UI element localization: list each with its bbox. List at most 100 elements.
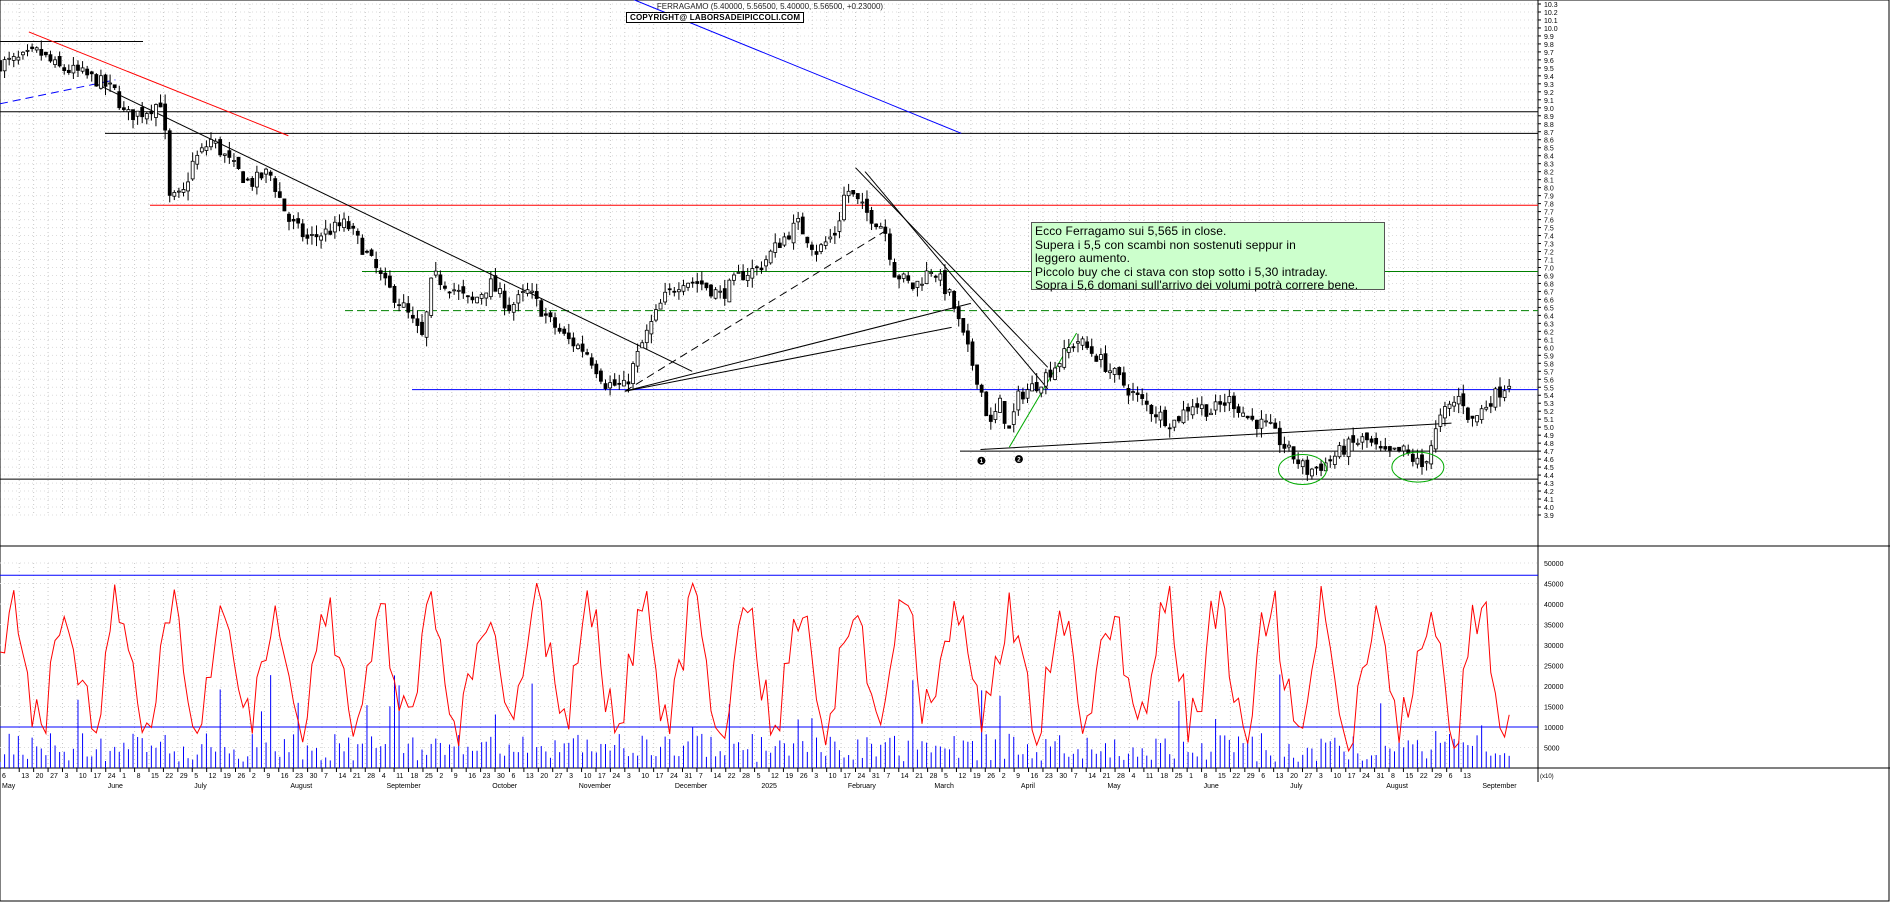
marker-label: 1 <box>980 459 984 465</box>
candle-body <box>222 153 227 156</box>
candle-body <box>1236 406 1241 413</box>
candle-body <box>851 190 856 195</box>
price-axis-label: 6.2 <box>1544 329 1554 336</box>
candle-body <box>979 384 984 393</box>
x-axis-day-label: 8 <box>1204 773 1208 780</box>
candle-body <box>1030 383 1035 392</box>
x-axis-month-label: August <box>290 783 312 790</box>
candle-body <box>686 282 690 288</box>
x-axis-day-label: 7 <box>324 773 328 780</box>
candle-body <box>828 236 833 240</box>
x-axis-day-label: 16 <box>1031 773 1039 780</box>
candle-body <box>865 198 869 213</box>
candle-body <box>406 303 411 313</box>
candle-body <box>498 288 502 295</box>
candle-body <box>1071 346 1076 349</box>
candle-body <box>259 172 264 179</box>
price-axis-label: 5.6 <box>1544 377 1554 384</box>
marker-label: 2 <box>1017 458 1021 464</box>
x-axis-day-label: 18 <box>411 773 419 780</box>
price-axis-label: 9.5 <box>1544 66 1554 73</box>
candle-body <box>144 113 149 120</box>
candle-body <box>1222 402 1227 406</box>
candle-body <box>507 304 512 312</box>
candle-body <box>43 51 48 56</box>
x-axis-day-label: 3 <box>569 773 573 780</box>
candle-body <box>190 160 195 180</box>
price-axis-label: 7.5 <box>1544 226 1554 233</box>
x-axis-day-label: 27 <box>1304 773 1312 780</box>
candle-body <box>878 226 883 229</box>
candle-body <box>1076 341 1080 344</box>
candle-body <box>218 139 223 156</box>
candle-body <box>782 236 787 246</box>
price-axis-label: 6.8 <box>1544 281 1554 288</box>
x-axis-day-label: 17 <box>656 773 664 780</box>
candle-body <box>1186 406 1190 412</box>
x-axis-day-label: 30 <box>310 773 318 780</box>
x-axis-month-label: August <box>1386 783 1408 790</box>
candle-body <box>571 337 576 347</box>
price-axis-label: 3.9 <box>1544 513 1554 520</box>
x-axis-day-label: 19 <box>223 773 231 780</box>
price-axis-label: 7.8 <box>1544 202 1554 209</box>
candle-body <box>1085 341 1090 348</box>
candle-body <box>722 288 727 299</box>
volume-oscillator-line <box>0 581 1510 753</box>
candle-body <box>484 292 489 299</box>
price-axis-label: 9.1 <box>1544 98 1554 105</box>
candle-body <box>1369 438 1374 443</box>
x-axis-month-label: July <box>194 783 207 790</box>
candle-body <box>681 285 686 292</box>
candle-body <box>39 49 44 56</box>
x-axis-day-label: 31 <box>684 773 692 780</box>
x-axis-month-label: April <box>1021 783 1035 790</box>
price-axis-label: 4.3 <box>1544 481 1554 488</box>
candle-body <box>920 283 924 286</box>
price-axis-label: 10.2 <box>1544 10 1558 17</box>
candle-body <box>956 306 961 320</box>
price-axis-label: 8.8 <box>1544 122 1554 129</box>
candle-body <box>805 236 810 244</box>
candle-body <box>479 294 484 299</box>
candle-body <box>66 69 71 73</box>
x-axis-day-label: 26 <box>238 773 246 780</box>
candle-body <box>1387 446 1392 451</box>
candle-body <box>305 234 310 239</box>
candle-body <box>860 201 865 204</box>
candle-body <box>204 146 209 151</box>
candle-body <box>0 60 2 72</box>
candle-body <box>48 54 53 62</box>
candle-body <box>1112 367 1117 375</box>
volume-axis-label: 40000 <box>1544 602 1564 609</box>
candle-body <box>121 107 126 110</box>
trendline <box>624 326 952 392</box>
x-axis-day-label: 5 <box>757 773 761 780</box>
candle-body <box>511 304 516 313</box>
x-axis-day-label: 4 <box>382 773 386 780</box>
x-axis-month-label: May <box>2 783 16 790</box>
x-axis-day-label: 5 <box>944 773 948 780</box>
candle-body <box>1103 353 1108 372</box>
candle-body <box>1291 446 1296 460</box>
candle-body <box>1397 446 1401 452</box>
volume-axis-label: 25000 <box>1544 664 1564 671</box>
x-axis-day-label: 19 <box>785 773 793 780</box>
candle-body <box>658 302 663 310</box>
candle-body <box>126 109 131 113</box>
price-axis-label: 8.0 <box>1544 186 1554 193</box>
candle-body <box>1360 436 1365 443</box>
x-axis-day-label: 19 <box>973 773 981 780</box>
candle-body <box>365 250 369 253</box>
x-axis-day-label: 21 <box>915 773 923 780</box>
x-axis-day-label: 17 <box>843 773 851 780</box>
x-axis-day-label: 22 <box>1232 773 1240 780</box>
candle-body <box>1374 437 1379 445</box>
candle-body <box>667 288 672 291</box>
x-axis-day-label: 29 <box>180 773 188 780</box>
candle-body <box>1424 461 1429 464</box>
candle-body <box>392 285 397 303</box>
candle-body <box>291 218 296 222</box>
price-axis-label: 4.6 <box>1544 457 1554 464</box>
